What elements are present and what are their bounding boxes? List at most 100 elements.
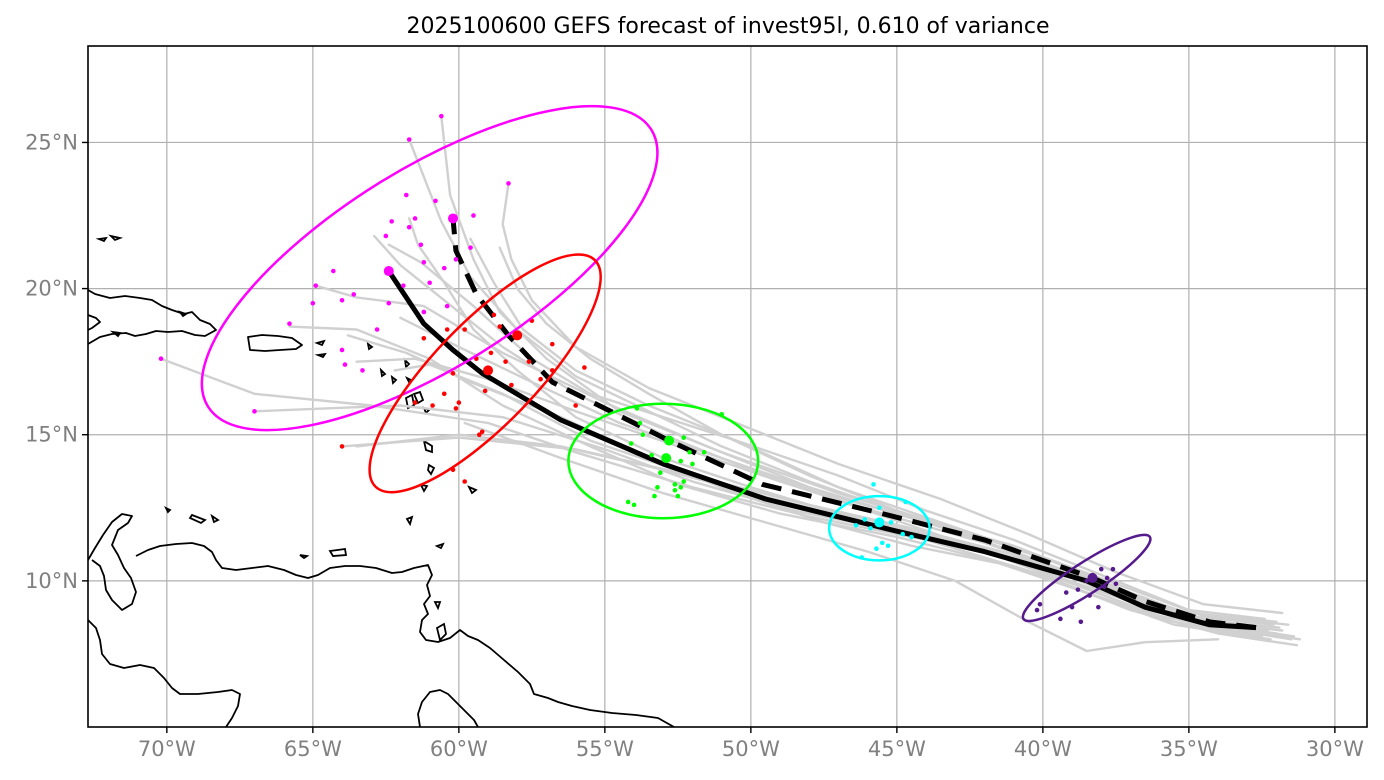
member-position-dot xyxy=(339,297,345,303)
member-position-dot xyxy=(1034,607,1040,613)
member-position-dot xyxy=(874,546,879,552)
member-position-dot xyxy=(450,371,456,376)
south-america-coastline xyxy=(88,513,675,727)
member-position-dot xyxy=(678,485,684,490)
member-position-dot xyxy=(386,300,392,306)
member-position-dot xyxy=(1063,590,1069,595)
gridlines xyxy=(88,46,1367,727)
member-position-dot xyxy=(360,368,365,373)
uncertainty-ellipse xyxy=(827,494,931,562)
member-position-dot xyxy=(526,359,532,364)
member-position-dot xyxy=(252,409,257,414)
member-track xyxy=(469,237,1296,638)
member-position-dot xyxy=(339,347,345,353)
x-tick-label: 55°W xyxy=(576,737,634,761)
member-position-dot xyxy=(655,485,660,490)
member-position-dot xyxy=(1098,566,1104,572)
uncertainty-ellipse xyxy=(1021,533,1152,623)
member-position-dot xyxy=(652,493,657,499)
member-position-dot xyxy=(403,192,409,198)
member-position-dot xyxy=(675,493,681,499)
y-tick-label: 15°N xyxy=(25,423,78,447)
member-position-dot xyxy=(1078,619,1084,625)
member-position-dot xyxy=(482,388,488,394)
hispaniola-coastline xyxy=(88,289,217,345)
member-position-dot xyxy=(471,213,476,218)
member-position-dot xyxy=(871,482,876,487)
member-position-dot xyxy=(672,482,678,487)
member-position-dot xyxy=(330,268,336,274)
member-position-dot xyxy=(158,356,164,362)
member-position-dot xyxy=(1110,566,1116,572)
member-positions xyxy=(158,113,1119,625)
member-position-dot xyxy=(339,444,345,449)
member-position-dot xyxy=(491,312,497,318)
member-position-dot xyxy=(681,479,686,484)
member-position-dot xyxy=(658,470,663,476)
ensemble-member-tracks xyxy=(159,114,1302,653)
member-position-dot xyxy=(631,502,637,508)
member-position-dot xyxy=(690,461,695,467)
member-position-dot xyxy=(879,540,885,546)
mean-position-marker xyxy=(664,435,675,446)
member-position-dot xyxy=(342,362,348,367)
member-position-dot xyxy=(877,505,882,511)
member-position-dot xyxy=(412,216,418,221)
axis-ticks: 70°W 65°W 60°W 55°W 50°W 45°W 40°W 35°W 30°W 10°N… xyxy=(25,130,1364,761)
member-position-dot xyxy=(421,259,427,265)
member-position-dot xyxy=(488,350,494,356)
member-position-dot xyxy=(468,245,473,250)
member-position-dot xyxy=(421,335,427,341)
uncertainty-ellipse xyxy=(567,402,760,520)
member-track xyxy=(498,246,1281,629)
mean-track-dashed xyxy=(450,218,1257,631)
member-position-dot xyxy=(628,441,634,446)
member-position-dot xyxy=(1113,581,1119,587)
member-track xyxy=(346,334,1264,638)
member-position-dot xyxy=(868,525,873,531)
member-position-dot xyxy=(427,280,432,286)
mean-position-marker xyxy=(661,453,672,464)
member-position-dot xyxy=(506,181,511,186)
member-position-dot xyxy=(479,429,485,435)
member-position-dot xyxy=(681,435,686,440)
mean-position-marker xyxy=(448,213,459,224)
member-position-dot xyxy=(885,543,891,549)
member-track xyxy=(314,284,1290,626)
plot-frame xyxy=(87,45,1368,728)
member-position-dot xyxy=(421,309,427,315)
member-position-dot xyxy=(909,534,914,540)
member-position-dot xyxy=(374,327,380,332)
puerto-rico-coastline xyxy=(247,334,303,352)
member-position-dot xyxy=(1058,616,1063,622)
lesser-antilles-islands xyxy=(314,339,478,550)
member-position-dot xyxy=(538,376,543,382)
y-tick-label: 20°N xyxy=(25,277,78,301)
uncertainty-ellipses xyxy=(200,104,1152,623)
member-position-dot xyxy=(888,520,894,525)
cuba-tip-coastline xyxy=(88,314,101,331)
member-position-dot xyxy=(406,224,412,230)
member-track xyxy=(355,433,1278,623)
member-position-dot xyxy=(678,458,684,464)
chart-title: 2025100600 GEFS forecast of invest95l, 0… xyxy=(407,14,1050,39)
member-position-dot xyxy=(389,219,394,224)
member-position-dot xyxy=(453,257,459,262)
mean-tracks xyxy=(386,218,1257,631)
member-position-dot xyxy=(625,499,631,505)
member-position-dot xyxy=(462,479,467,484)
member-position-dot xyxy=(649,452,654,458)
member-position-dot xyxy=(1104,575,1110,581)
member-position-dot xyxy=(430,403,435,408)
member-position-dot xyxy=(444,327,450,332)
member-track xyxy=(463,421,1220,653)
member-position-dot xyxy=(1096,604,1101,610)
member-position-dot xyxy=(573,403,578,408)
mean-position-marker xyxy=(512,330,523,341)
member-position-dot xyxy=(1075,587,1081,592)
y-tick-label: 25°N xyxy=(25,130,78,154)
member-position-dot xyxy=(637,420,643,426)
x-tick-label: 50°W xyxy=(722,737,780,761)
mean-track-solid xyxy=(386,269,1257,631)
member-position-dot xyxy=(462,327,467,332)
